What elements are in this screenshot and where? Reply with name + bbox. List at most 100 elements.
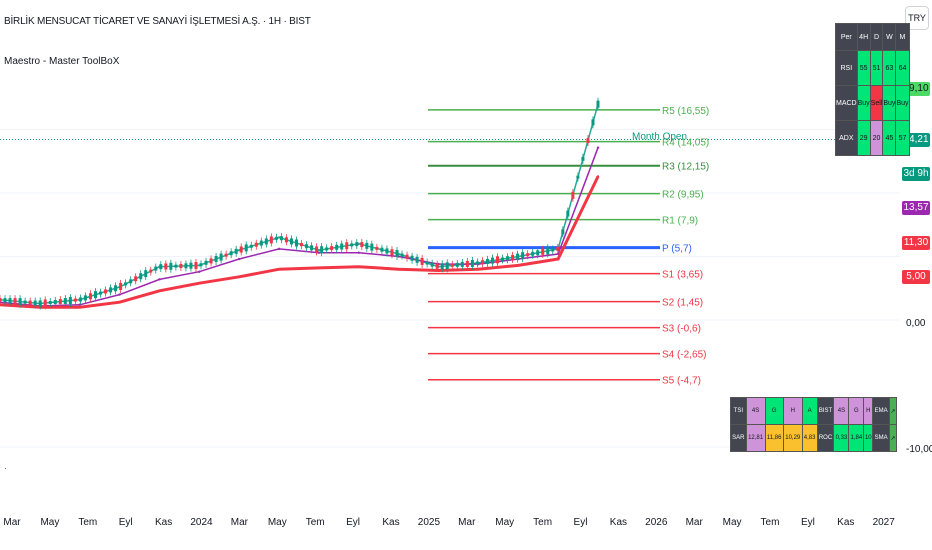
candle-body	[310, 245, 314, 251]
chart-title: BİRLİK MENSUCAT TİCARET VE SANAYİ İŞLETM…	[4, 16, 311, 27]
pivot-label-R4: R4 (14,05)	[662, 138, 709, 149]
candle-body	[566, 210, 570, 217]
series-point	[198, 281, 201, 285]
series-point	[477, 268, 480, 271]
candle-body	[490, 257, 494, 264]
table-row-label: RSI	[835, 50, 858, 86]
dot-marker: ·	[4, 464, 7, 473]
candle-body	[561, 229, 565, 235]
series-point	[158, 289, 161, 292]
series-point	[238, 275, 241, 279]
time-label: Eyl	[346, 517, 361, 528]
price-chart[interactable]: R5 (16,55) R4 (14,05) R3 (12,15) R2 (9,95) R…	[0, 0, 900, 510]
candle-body	[244, 244, 248, 252]
time-label: Mar	[458, 517, 476, 528]
series-point	[277, 247, 281, 251]
table-header-cell: 4H	[856, 23, 871, 51]
time-label: May	[495, 517, 515, 528]
candle-body	[385, 248, 389, 254]
table-cell: Buy	[895, 85, 910, 121]
time-label: 2027	[872, 517, 895, 528]
time-label: 2024	[190, 517, 213, 528]
time-label: Kas	[154, 517, 173, 528]
series-point	[317, 248, 321, 252]
currency-button[interactable]: TRY	[905, 6, 929, 30]
candle-body	[400, 253, 404, 257]
candle-body	[184, 263, 188, 269]
time-label: Kas	[382, 517, 400, 528]
price-tag: 5,00	[902, 270, 930, 284]
candle-body	[229, 251, 233, 256]
candle-body	[475, 261, 479, 265]
candle-body	[214, 255, 218, 262]
candle-body	[88, 293, 92, 300]
candle-body	[58, 299, 62, 305]
candle-body	[174, 264, 178, 268]
time-label: Eyl	[118, 517, 133, 528]
candle-body	[38, 300, 42, 307]
candle-body	[495, 256, 499, 264]
pivot-label-S2: S2 (1,45)	[662, 298, 703, 309]
candle-body	[189, 262, 193, 269]
candle-body	[249, 244, 253, 248]
candle-body	[516, 253, 520, 260]
summary-cell: TSI	[730, 397, 747, 425]
candle-body	[199, 263, 203, 267]
series-point	[397, 268, 400, 271]
candle-body	[420, 257, 424, 265]
multi-timeframe-table: Per 4H D W M RSI 55 51 63 64 MACD Buy Sell Buy Buy ADX 2…	[835, 23, 910, 156]
indicator-label[interactable]: Maestro - Master ToolBoX	[4, 56, 120, 67]
summary-cell: EMA	[872, 397, 890, 425]
table-cell: 64	[895, 50, 910, 86]
table-cell: 45	[882, 120, 897, 156]
summary-cell: 4S	[745, 397, 766, 425]
time-label: Eyl	[573, 517, 588, 528]
time-label: May	[40, 517, 60, 528]
candle-body	[179, 263, 183, 268]
candle-body	[425, 261, 429, 265]
candle-body	[445, 262, 449, 270]
candle-body	[129, 279, 133, 284]
candle-body	[546, 247, 550, 255]
candle-body	[315, 246, 319, 253]
candle-body	[18, 298, 22, 306]
candle-body	[360, 242, 364, 248]
candle-body	[254, 242, 258, 247]
candle-body	[345, 242, 349, 250]
candle-body	[23, 300, 27, 304]
summary-cell: 4,83	[801, 424, 818, 452]
series-line-1	[0, 147, 599, 307]
candle-body	[430, 262, 434, 267]
time-label: Tem	[78, 517, 98, 528]
candle-body	[28, 300, 32, 305]
price-tag: 13,57	[902, 201, 930, 215]
candle-body	[551, 248, 555, 252]
summary-cell: 10,29	[782, 424, 803, 452]
series-point	[78, 306, 81, 309]
summary-cell: SAR	[730, 424, 747, 452]
summary-cell: G	[764, 397, 784, 425]
table-row-label: ADX	[835, 120, 858, 156]
summary-cell: A	[801, 397, 818, 425]
candle-body	[591, 119, 595, 126]
summary-cell: 10	[863, 424, 874, 452]
summary-cell: 11,86	[764, 424, 784, 452]
candle-body	[450, 263, 454, 267]
candle-body	[581, 156, 585, 161]
table-cell: 63	[882, 50, 897, 86]
candle-body	[440, 263, 444, 270]
candle-body	[465, 260, 469, 267]
candle-body	[264, 238, 268, 245]
pivot-label-R1: R1 (7,9)	[662, 216, 698, 227]
candle-body	[355, 242, 359, 247]
candle-body	[586, 138, 590, 144]
candle-body	[53, 300, 57, 305]
indicator-summary-table: TSI 4S G H A BIST 4S G H EMA ↗ SAR 12,81 11,86 10,29 4,…	[730, 397, 898, 452]
candle-body	[335, 244, 339, 250]
table-cell: Buy	[856, 85, 871, 121]
time-label: May	[722, 517, 742, 528]
candle-body	[139, 273, 143, 280]
pivot-label-R3: R3 (12,15)	[662, 162, 709, 173]
series-point	[517, 264, 520, 267]
candle-body	[294, 239, 298, 247]
